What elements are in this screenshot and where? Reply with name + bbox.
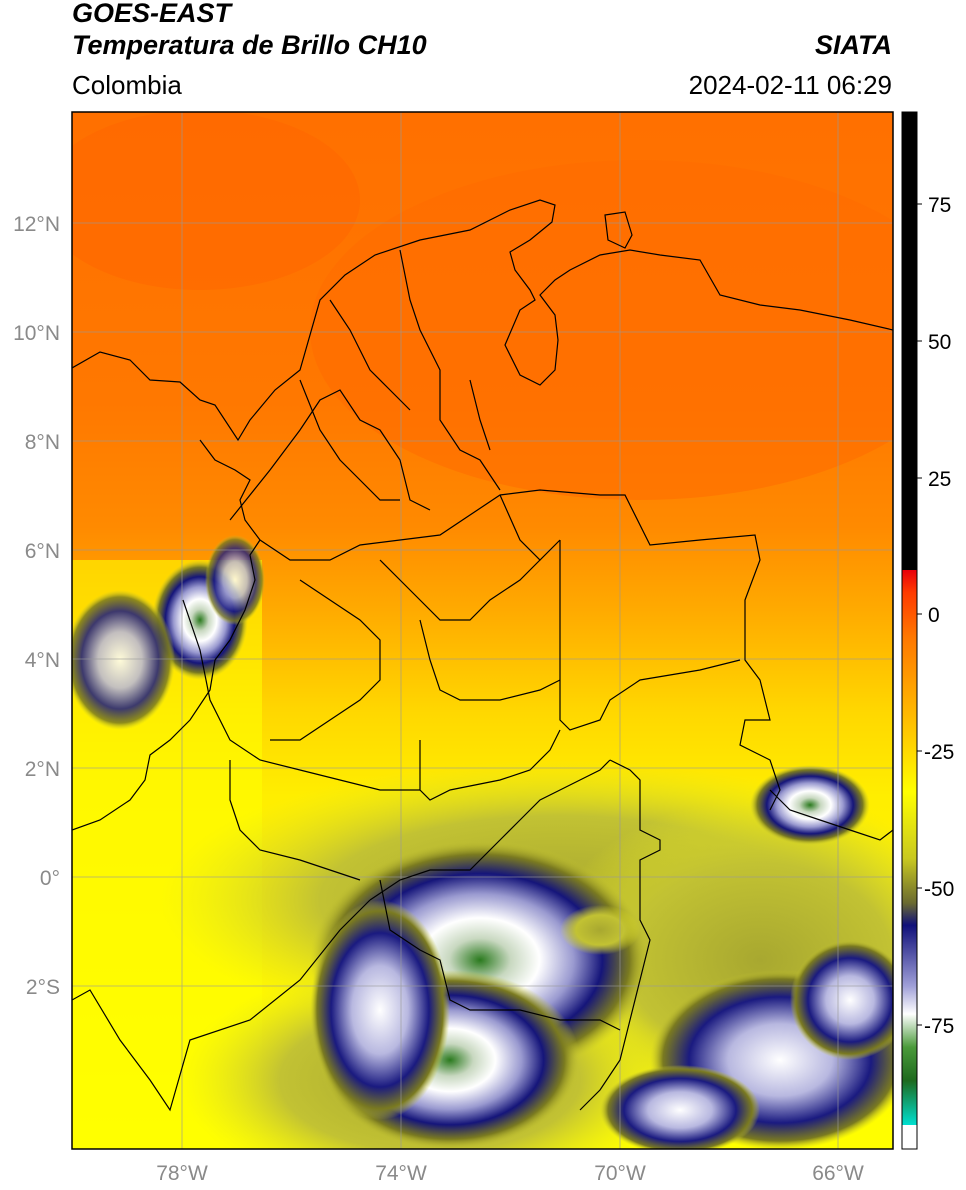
brightness-temperature-field bbox=[72, 112, 893, 1149]
colorbar-tick-label: 25 bbox=[928, 468, 951, 491]
lat-label: 0° bbox=[40, 867, 60, 890]
lon-label: 66°W bbox=[812, 1162, 864, 1185]
colorbar-tick-label: 0 bbox=[928, 604, 940, 627]
colorbar-tick-label: -75 bbox=[924, 1015, 954, 1038]
colorbar: 75 50 25 0 -25 -50 -75 bbox=[901, 111, 954, 1150]
source-label: SIATA bbox=[815, 30, 892, 60]
graticule bbox=[72, 112, 893, 1149]
lat-label: 12°N bbox=[13, 213, 60, 236]
lat-label: 2°S bbox=[26, 976, 60, 999]
satellite-title: GOES-EAST bbox=[72, 0, 232, 28]
colorbar-tick-label: 75 bbox=[928, 194, 951, 217]
colorbar-black-segment bbox=[902, 112, 917, 570]
lat-label: 6°N bbox=[25, 540, 60, 563]
latitude-labels: 12°N 10°N 8°N 6°N 4°N 2°N 0° 2°S bbox=[13, 213, 60, 999]
timestamp-label: 2024-02-11 06:29 bbox=[688, 70, 892, 100]
colorbar-tick-label: -25 bbox=[924, 741, 954, 764]
lon-label: 78°W bbox=[156, 1162, 208, 1185]
lat-label: 8°N bbox=[25, 431, 60, 454]
map-frame bbox=[71, 111, 894, 1150]
colorbar-gradient bbox=[902, 570, 917, 1125]
coastlines-and-borders bbox=[72, 199, 893, 1112]
lon-label: 74°W bbox=[375, 1162, 427, 1185]
region-label: Colombia bbox=[72, 70, 182, 100]
longitude-labels: 78°W 74°W 70°W 66°W bbox=[156, 1162, 864, 1185]
lat-label: 10°N bbox=[13, 322, 60, 345]
product-title: Temperatura de Brillo CH10 bbox=[72, 30, 427, 60]
lon-label: 70°W bbox=[594, 1162, 646, 1185]
lat-label: 2°N bbox=[25, 758, 60, 781]
colorbar-tick-label: -50 bbox=[924, 878, 954, 901]
colorbar-tick-label: 50 bbox=[928, 331, 951, 354]
lat-label: 4°N bbox=[25, 649, 60, 672]
colorbar-white-segment bbox=[902, 1125, 917, 1149]
colorbar-frame bbox=[901, 111, 918, 1150]
